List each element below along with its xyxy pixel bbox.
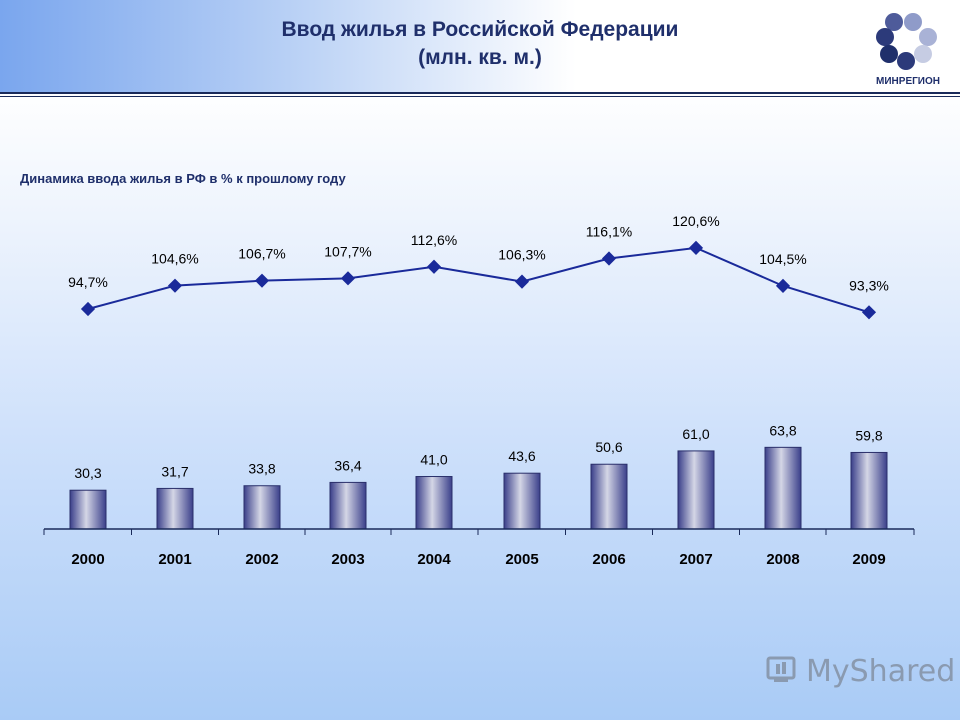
minregion-logo	[876, 13, 937, 70]
bar-2007	[677, 450, 715, 530]
page-title: Ввод жилья в Российской Федерации	[281, 18, 679, 41]
watermark-text: MyShared	[806, 654, 956, 689]
bar-2004	[415, 476, 453, 530]
x-tick-label-2005: 2005	[505, 551, 538, 568]
growth-marker-2002	[254, 273, 270, 288]
bar-label-2003: 36,4	[334, 457, 361, 473]
bar-label-2001: 31,7	[161, 463, 188, 479]
x-tick-label-2004: 2004	[417, 551, 451, 568]
bar-label-2009: 59,8	[855, 427, 882, 443]
x-tick-label-2006: 2006	[592, 551, 625, 568]
bar-2003	[329, 481, 367, 530]
watermark-icon	[766, 656, 796, 682]
growth-marker-2000	[80, 301, 96, 317]
page-title-units: (млн. кв. м.)	[418, 46, 542, 69]
growth-marker-2005	[514, 274, 530, 289]
bar-2009	[850, 451, 888, 530]
bar-2005	[503, 472, 541, 530]
x-tick-label-2009: 2009	[852, 551, 885, 568]
growth-marker-2008	[775, 278, 791, 293]
bar-label-2007: 61,0	[682, 426, 709, 442]
growth-label-2001: 104,6%	[151, 251, 198, 267]
growth-marker-2001	[167, 278, 183, 293]
growth-label-2009: 93,3%	[849, 277, 889, 293]
bar-2008	[764, 446, 802, 530]
header-divider	[0, 92, 960, 94]
bar-label-2005: 43,6	[508, 448, 535, 464]
x-tick-label-2007: 2007	[679, 551, 712, 568]
x-tick-label-2001: 2001	[158, 551, 191, 568]
x-tick-label-2002: 2002	[245, 551, 278, 568]
header-band	[0, 0, 960, 92]
x-tick-label-2008: 2008	[766, 551, 799, 568]
growth-label-2008: 104,5%	[759, 251, 806, 267]
bar-2006	[590, 463, 628, 530]
x-tick-label-2000: 2000	[71, 551, 104, 568]
bar-2001	[156, 487, 194, 530]
growth-marker-2003	[340, 271, 356, 286]
growth-label-2006: 116,1%	[586, 223, 632, 239]
chart-subtitle: Динамика ввода жилья в РФ в % к прошлому…	[20, 171, 346, 186]
growth-marker-2009	[861, 305, 877, 320]
bar-2000	[69, 489, 107, 530]
growth-marker-2006	[601, 251, 617, 266]
growth-label-2000: 94,7%	[68, 274, 108, 290]
growth-line	[87, 246, 870, 314]
growth-label-2005: 106,3%	[498, 247, 545, 263]
growth-marker-2004	[426, 259, 442, 274]
growth-label-2004: 112,6%	[411, 232, 457, 248]
bar-label-2000: 30,3	[74, 465, 101, 481]
bar-label-2002: 33,8	[248, 461, 275, 477]
growth-label-2007: 120,6%	[672, 213, 719, 229]
logo-text: МИНРЕГИОН	[876, 76, 940, 87]
growth-label-2003: 107,7%	[324, 243, 371, 259]
x-tick-label-2003: 2003	[331, 551, 364, 568]
bar-2002	[243, 485, 281, 530]
bar-label-2006: 50,6	[595, 439, 622, 455]
growth-marker-2007	[688, 240, 704, 255]
growth-label-2002: 106,7%	[238, 246, 285, 262]
bar-label-2004: 41,0	[420, 452, 447, 468]
bar-label-2008: 63,8	[769, 422, 796, 438]
header-divider-thin	[0, 96, 960, 97]
